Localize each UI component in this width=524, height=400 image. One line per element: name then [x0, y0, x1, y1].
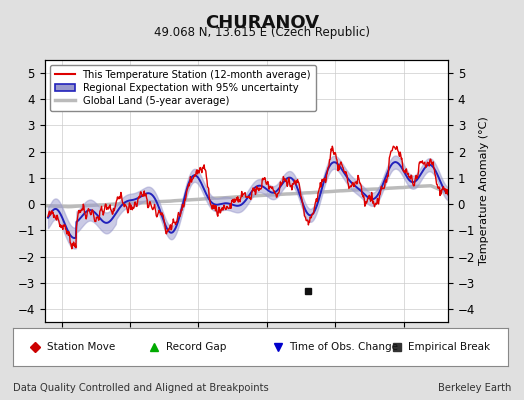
Text: Data Quality Controlled and Aligned at Breakpoints: Data Quality Controlled and Aligned at B…	[13, 383, 269, 393]
Text: Empirical Break: Empirical Break	[408, 342, 490, 352]
Text: Berkeley Earth: Berkeley Earth	[438, 383, 511, 393]
Legend: This Temperature Station (12-month average), Regional Expectation with 95% uncer: This Temperature Station (12-month avera…	[50, 65, 316, 111]
Text: 49.068 N, 13.615 E (Czech Republic): 49.068 N, 13.615 E (Czech Republic)	[154, 26, 370, 39]
Text: Record Gap: Record Gap	[166, 342, 226, 352]
Text: CHURANOV: CHURANOV	[205, 14, 319, 32]
Y-axis label: Temperature Anomaly (°C): Temperature Anomaly (°C)	[479, 117, 489, 265]
Text: Station Move: Station Move	[47, 342, 115, 352]
Text: Time of Obs. Change: Time of Obs. Change	[289, 342, 398, 352]
